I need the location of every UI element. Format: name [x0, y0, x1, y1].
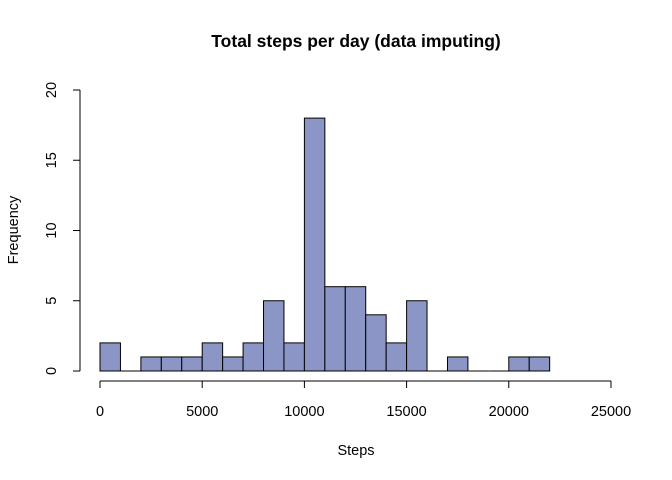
- histogram-bar: [446, 356, 469, 372]
- histogram-bar: [324, 286, 346, 372]
- x-tick-label: 15000: [386, 404, 426, 420]
- x-tick-label: 0: [96, 404, 104, 420]
- x-axis-label: Steps: [337, 443, 374, 459]
- y-tick-label: 10: [44, 222, 60, 238]
- histogram-bar: [283, 342, 305, 372]
- y-tick-label: 15: [44, 152, 60, 168]
- histogram-bar: [263, 300, 285, 372]
- histogram-bar: [222, 356, 244, 372]
- histogram-bar: [406, 300, 428, 372]
- histogram-bar: [99, 342, 121, 372]
- histogram-bar: [201, 342, 224, 372]
- y-tick-label: 20: [44, 82, 60, 98]
- x-tick-label: 5000: [186, 404, 218, 420]
- x-tick-label: 25000: [591, 404, 631, 420]
- chart-title: Total steps per day (data imputing): [211, 31, 500, 51]
- x-tick-label: 20000: [489, 404, 529, 420]
- histogram-bar: [160, 356, 183, 372]
- x-axis: 0 5000 10000 15000 20000 25000: [96, 380, 631, 420]
- histogram-bar: [140, 356, 162, 372]
- bars-group: [99, 117, 551, 372]
- histogram-bar: [528, 356, 551, 372]
- histogram-bar: [365, 314, 387, 372]
- histogram-bar: [242, 342, 265, 372]
- histogram-bar: [508, 356, 530, 372]
- y-axis-label: Frequency: [6, 195, 22, 264]
- histogram-bar: [303, 117, 326, 372]
- y-tick-label: 0: [44, 367, 60, 375]
- histogram-bar: [181, 356, 203, 372]
- histogram-bar: [385, 342, 408, 372]
- x-tick-label: 10000: [284, 404, 324, 420]
- y-tick-label: 5: [44, 297, 60, 305]
- y-axis: 0 5 10 15 20: [44, 82, 81, 375]
- histogram-bar: [344, 286, 367, 372]
